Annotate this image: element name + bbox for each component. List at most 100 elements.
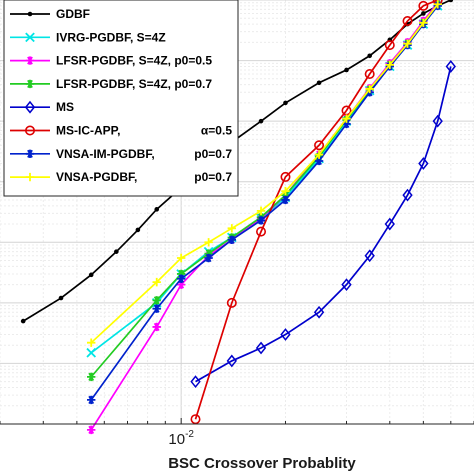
data-point bbox=[204, 253, 213, 263]
data-point bbox=[152, 277, 161, 287]
data-point bbox=[314, 140, 325, 151]
series-layer bbox=[20, 0, 456, 435]
data-point bbox=[445, 60, 456, 73]
data-point bbox=[384, 217, 395, 231]
data-point bbox=[419, 18, 428, 28]
x-axis-label: BSC Crossover Probablity bbox=[168, 455, 356, 472]
legend-entry: LFSR-PGDBF, S=4Z, p0=0.5 bbox=[10, 54, 212, 68]
data-point bbox=[255, 341, 267, 355]
data-point bbox=[421, 11, 426, 16]
legend-param: α=0.5 bbox=[201, 124, 232, 138]
legend-box bbox=[3, 0, 239, 197]
data-point bbox=[86, 347, 97, 358]
legend-entry: VNSA-IM-PGDBF, p0=0.7 bbox=[10, 147, 232, 161]
data-point bbox=[418, 0, 429, 11]
legend-label: VNSA-IM-PGDBF, bbox=[56, 147, 155, 161]
data-point bbox=[190, 375, 201, 389]
series-line bbox=[195, 66, 452, 383]
data-point bbox=[280, 328, 291, 341]
data-point bbox=[87, 395, 96, 405]
legend-label: MS-IC-APP, bbox=[56, 124, 120, 138]
data-point bbox=[403, 39, 412, 48]
data-point bbox=[385, 60, 394, 70]
data-point bbox=[25, 149, 35, 158]
data-point bbox=[20, 318, 26, 324]
data-point bbox=[342, 114, 351, 123]
data-point bbox=[342, 119, 351, 129]
data-point bbox=[227, 224, 237, 233]
data-point bbox=[88, 272, 94, 278]
legend-entry: GDBF bbox=[10, 7, 90, 21]
data-point bbox=[364, 69, 375, 80]
data-point bbox=[87, 372, 96, 382]
data-point bbox=[176, 280, 186, 289]
series-7 bbox=[87, 0, 442, 347]
data-point bbox=[204, 249, 213, 258]
legend-entry: LFSR-PGDBF, S=4Z, p0=0.7 bbox=[10, 77, 212, 91]
data-point bbox=[25, 56, 35, 65]
data-point bbox=[176, 269, 186, 279]
data-point bbox=[27, 11, 33, 17]
data-point bbox=[384, 40, 395, 51]
legend-param: p0=0.7 bbox=[194, 170, 232, 184]
x-tick-label: 10-2 bbox=[168, 429, 194, 448]
data-point bbox=[256, 226, 267, 237]
data-point bbox=[448, 0, 454, 3]
series-4 bbox=[190, 60, 456, 389]
data-point bbox=[314, 156, 324, 166]
data-point bbox=[152, 296, 161, 305]
data-point bbox=[402, 188, 413, 202]
data-point bbox=[176, 253, 186, 263]
legend-label: GDBF bbox=[56, 7, 90, 21]
data-point bbox=[316, 80, 322, 86]
data-point bbox=[281, 186, 290, 196]
data-point bbox=[135, 227, 141, 233]
series-line bbox=[90, 3, 439, 344]
data-point bbox=[314, 150, 324, 159]
legend-entries: GDBF IVRG-PGDBF, S=4Z LFSR-PGDBF, S=4Z, p0… bbox=[10, 7, 232, 184]
data-point bbox=[280, 171, 291, 182]
x-tick-labels: 10-2 bbox=[168, 429, 194, 448]
data-point bbox=[87, 425, 96, 435]
data-point bbox=[281, 195, 290, 205]
legend-label: MS bbox=[56, 100, 74, 114]
data-point bbox=[344, 67, 349, 73]
legend-param: p0=0.7 bbox=[194, 147, 232, 161]
legend-entry: VNSA-PGDBF, p0=0.7 bbox=[10, 170, 232, 184]
data-point bbox=[226, 297, 237, 308]
data-point bbox=[432, 114, 443, 128]
data-point bbox=[114, 249, 119, 254]
data-point bbox=[418, 157, 429, 170]
legend-entry: MS-IC-APP, α=0.5 bbox=[10, 124, 232, 138]
data-point bbox=[313, 305, 325, 319]
data-point bbox=[283, 100, 288, 106]
data-point bbox=[152, 304, 161, 313]
series-line bbox=[194, 0, 439, 420]
legend-label: IVRG-PGDBF, S=4Z bbox=[56, 30, 166, 44]
data-point bbox=[190, 414, 201, 425]
data-point bbox=[204, 238, 213, 247]
data-point bbox=[58, 295, 64, 301]
data-point bbox=[152, 322, 161, 332]
data-point bbox=[258, 118, 264, 124]
legend-label: LFSR-PGDBF, S=4Z, p0=0.5 bbox=[56, 54, 212, 68]
data-point bbox=[256, 206, 266, 216]
data-point bbox=[402, 16, 413, 27]
data-point bbox=[154, 207, 160, 212]
legend-label: LFSR-PGDBF, S=4Z, p0=0.7 bbox=[56, 77, 212, 91]
legend: GDBF IVRG-PGDBF, S=4Z LFSR-PGDBF, S=4Z, p0… bbox=[3, 0, 239, 197]
data-point bbox=[226, 354, 237, 368]
legend-label: VNSA-PGDBF, bbox=[56, 170, 137, 184]
data-point bbox=[24, 100, 36, 114]
data-point bbox=[341, 278, 352, 292]
data-point bbox=[433, 0, 442, 9]
data-point bbox=[25, 172, 35, 182]
data-point bbox=[367, 53, 372, 59]
legend-entry: IVRG-PGDBF, S=4Z bbox=[10, 30, 166, 44]
series-line bbox=[90, 5, 439, 401]
data-point bbox=[364, 249, 375, 263]
data-point bbox=[227, 235, 237, 244]
data-point bbox=[256, 216, 266, 225]
legend-entry: MS bbox=[10, 100, 74, 114]
